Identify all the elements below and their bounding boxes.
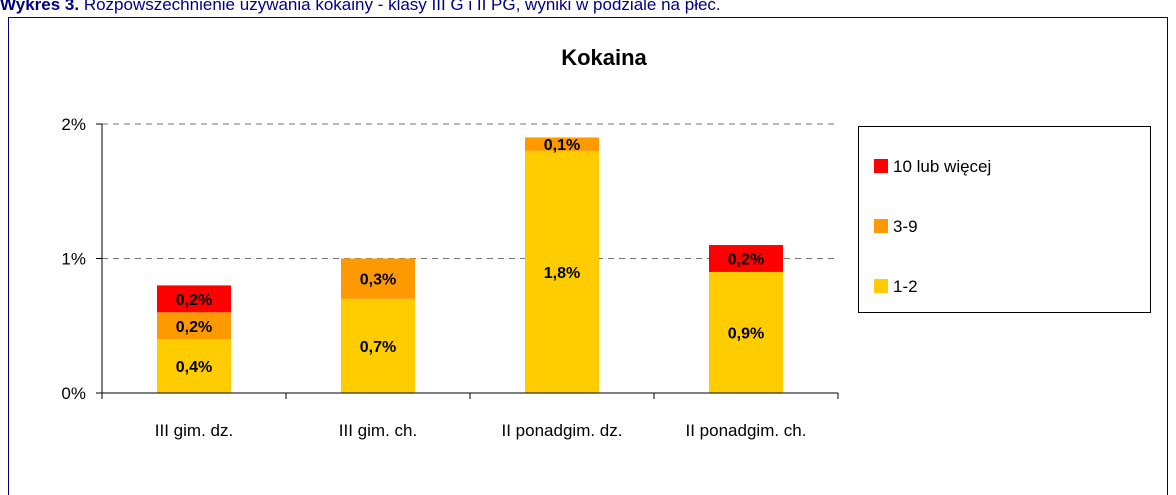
legend-label: 10 lub więcej	[893, 157, 991, 176]
legend-swatch	[874, 279, 888, 293]
x-tick-label: II ponadgim. ch.	[686, 421, 807, 440]
value-label: 1,8%	[544, 265, 580, 282]
value-label: 0,3%	[360, 272, 396, 289]
legend-label: 1-2	[893, 277, 918, 296]
x-tick-label: III gim. dz.	[155, 421, 233, 440]
value-label: 0,7%	[360, 339, 396, 356]
value-label: 0,2%	[176, 319, 212, 336]
legend-label: 3-9	[893, 217, 918, 236]
bar-segment	[709, 245, 783, 272]
bar-segment	[341, 298, 415, 393]
bar-segment	[525, 150, 599, 393]
bar-segment	[525, 137, 599, 151]
legend-box	[858, 126, 1151, 313]
value-label: 0,1%	[544, 137, 580, 154]
value-label: 0,4%	[176, 359, 212, 376]
bar-segment	[157, 339, 231, 393]
legend-swatch	[874, 219, 888, 233]
y-tick-label: 0%	[61, 384, 86, 403]
y-tick-label: 2%	[61, 115, 86, 134]
chart-title: Kokaina	[561, 45, 647, 70]
caption-text: Rozpowszechnienie używania kokainy - kla…	[84, 0, 721, 14]
x-tick-label: II ponadgim. dz.	[502, 421, 623, 440]
value-label: 0,2%	[176, 292, 212, 309]
bar-segment	[157, 285, 231, 313]
bar-segment	[157, 312, 231, 340]
bar-segment	[709, 271, 783, 393]
caption-label: Wykres 3.	[0, 0, 79, 14]
caption: Wykres 3. Rozpowszechnienie używania kok…	[0, 0, 721, 14]
bar-segment	[341, 258, 415, 299]
x-tick-label: III gim. ch.	[339, 421, 417, 440]
legend-swatch	[874, 159, 888, 173]
y-tick-label: 1%	[61, 250, 86, 269]
value-label: 0,9%	[728, 325, 764, 342]
value-label: 0,2%	[728, 252, 764, 269]
